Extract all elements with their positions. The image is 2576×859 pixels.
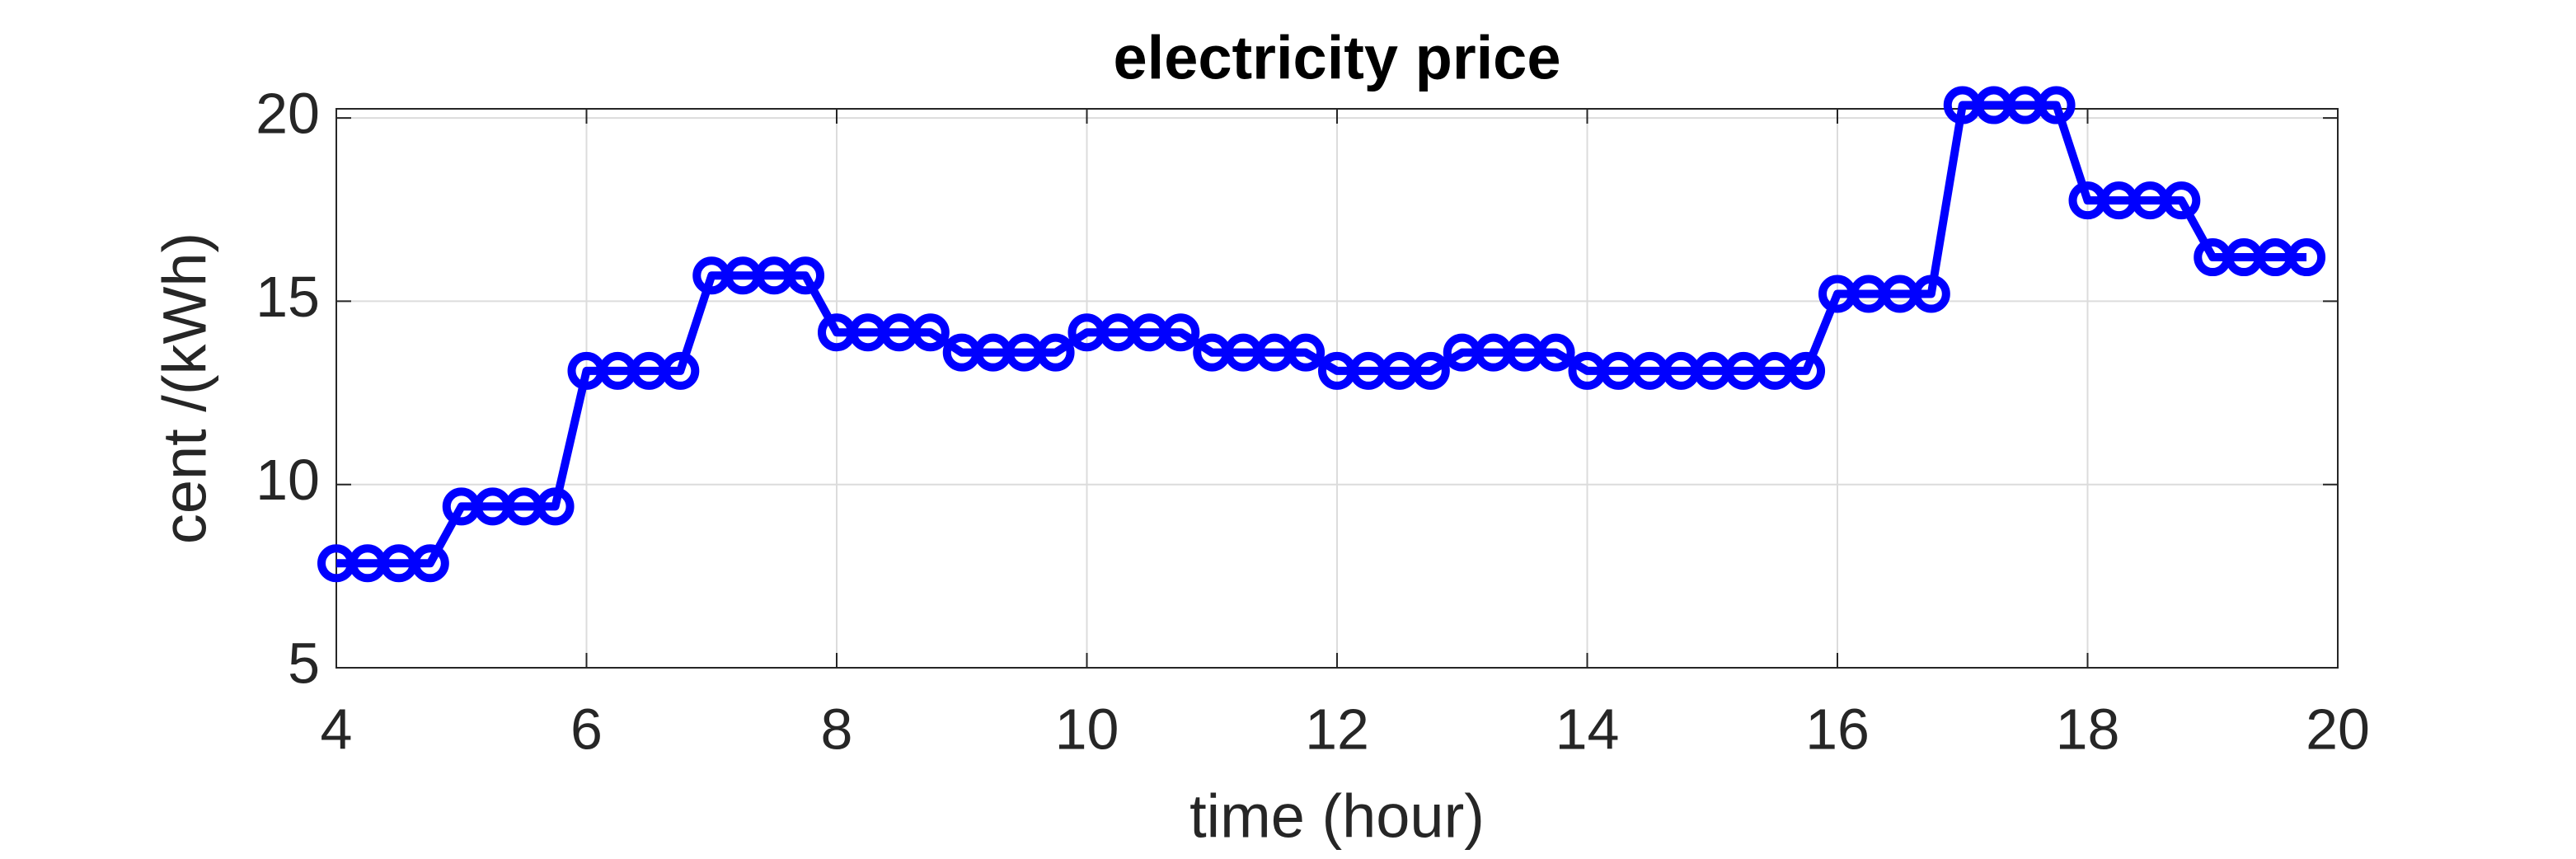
data-marker	[2162, 181, 2201, 220]
data-marker	[2287, 238, 2326, 277]
data-marker	[411, 544, 449, 583]
data-marker	[1161, 313, 1200, 352]
data-marker	[1411, 351, 1450, 390]
data-marker	[1036, 333, 1075, 372]
data-line	[336, 101, 2307, 568]
x-tick-label: 8	[821, 697, 853, 761]
y-tick-label: 5	[288, 631, 320, 695]
x-tick-label: 6	[570, 697, 603, 761]
data-marker	[536, 487, 575, 526]
data-marker	[911, 313, 950, 352]
data-marker	[1787, 351, 1826, 390]
data-marker	[1287, 333, 1326, 372]
axes-box	[335, 108, 2339, 669]
x-tick-label: 18	[2056, 697, 2120, 761]
y-tick-label: 10	[256, 448, 320, 512]
chart-title: electricity price	[1114, 24, 1561, 92]
x-tick-label: 14	[1555, 697, 1620, 761]
data-marker	[1537, 333, 1575, 372]
x-tick-label: 4	[321, 697, 353, 761]
x-tick-label: 16	[1805, 697, 1870, 761]
y-tick-label: 20	[256, 82, 320, 146]
y-tick-label: 15	[256, 265, 320, 329]
x-tick-label: 10	[1055, 697, 1119, 761]
data-marker	[661, 351, 700, 390]
x-tick-label: 12	[1305, 697, 1369, 761]
data-marker	[1912, 275, 1950, 313]
data-marker	[786, 256, 825, 295]
x-tick-label: 20	[2306, 697, 2370, 761]
y-axis-label: cent /(kWh)	[151, 232, 219, 544]
data-marker	[2037, 86, 2076, 124]
x-axis-label: time (hour)	[1189, 782, 1485, 851]
